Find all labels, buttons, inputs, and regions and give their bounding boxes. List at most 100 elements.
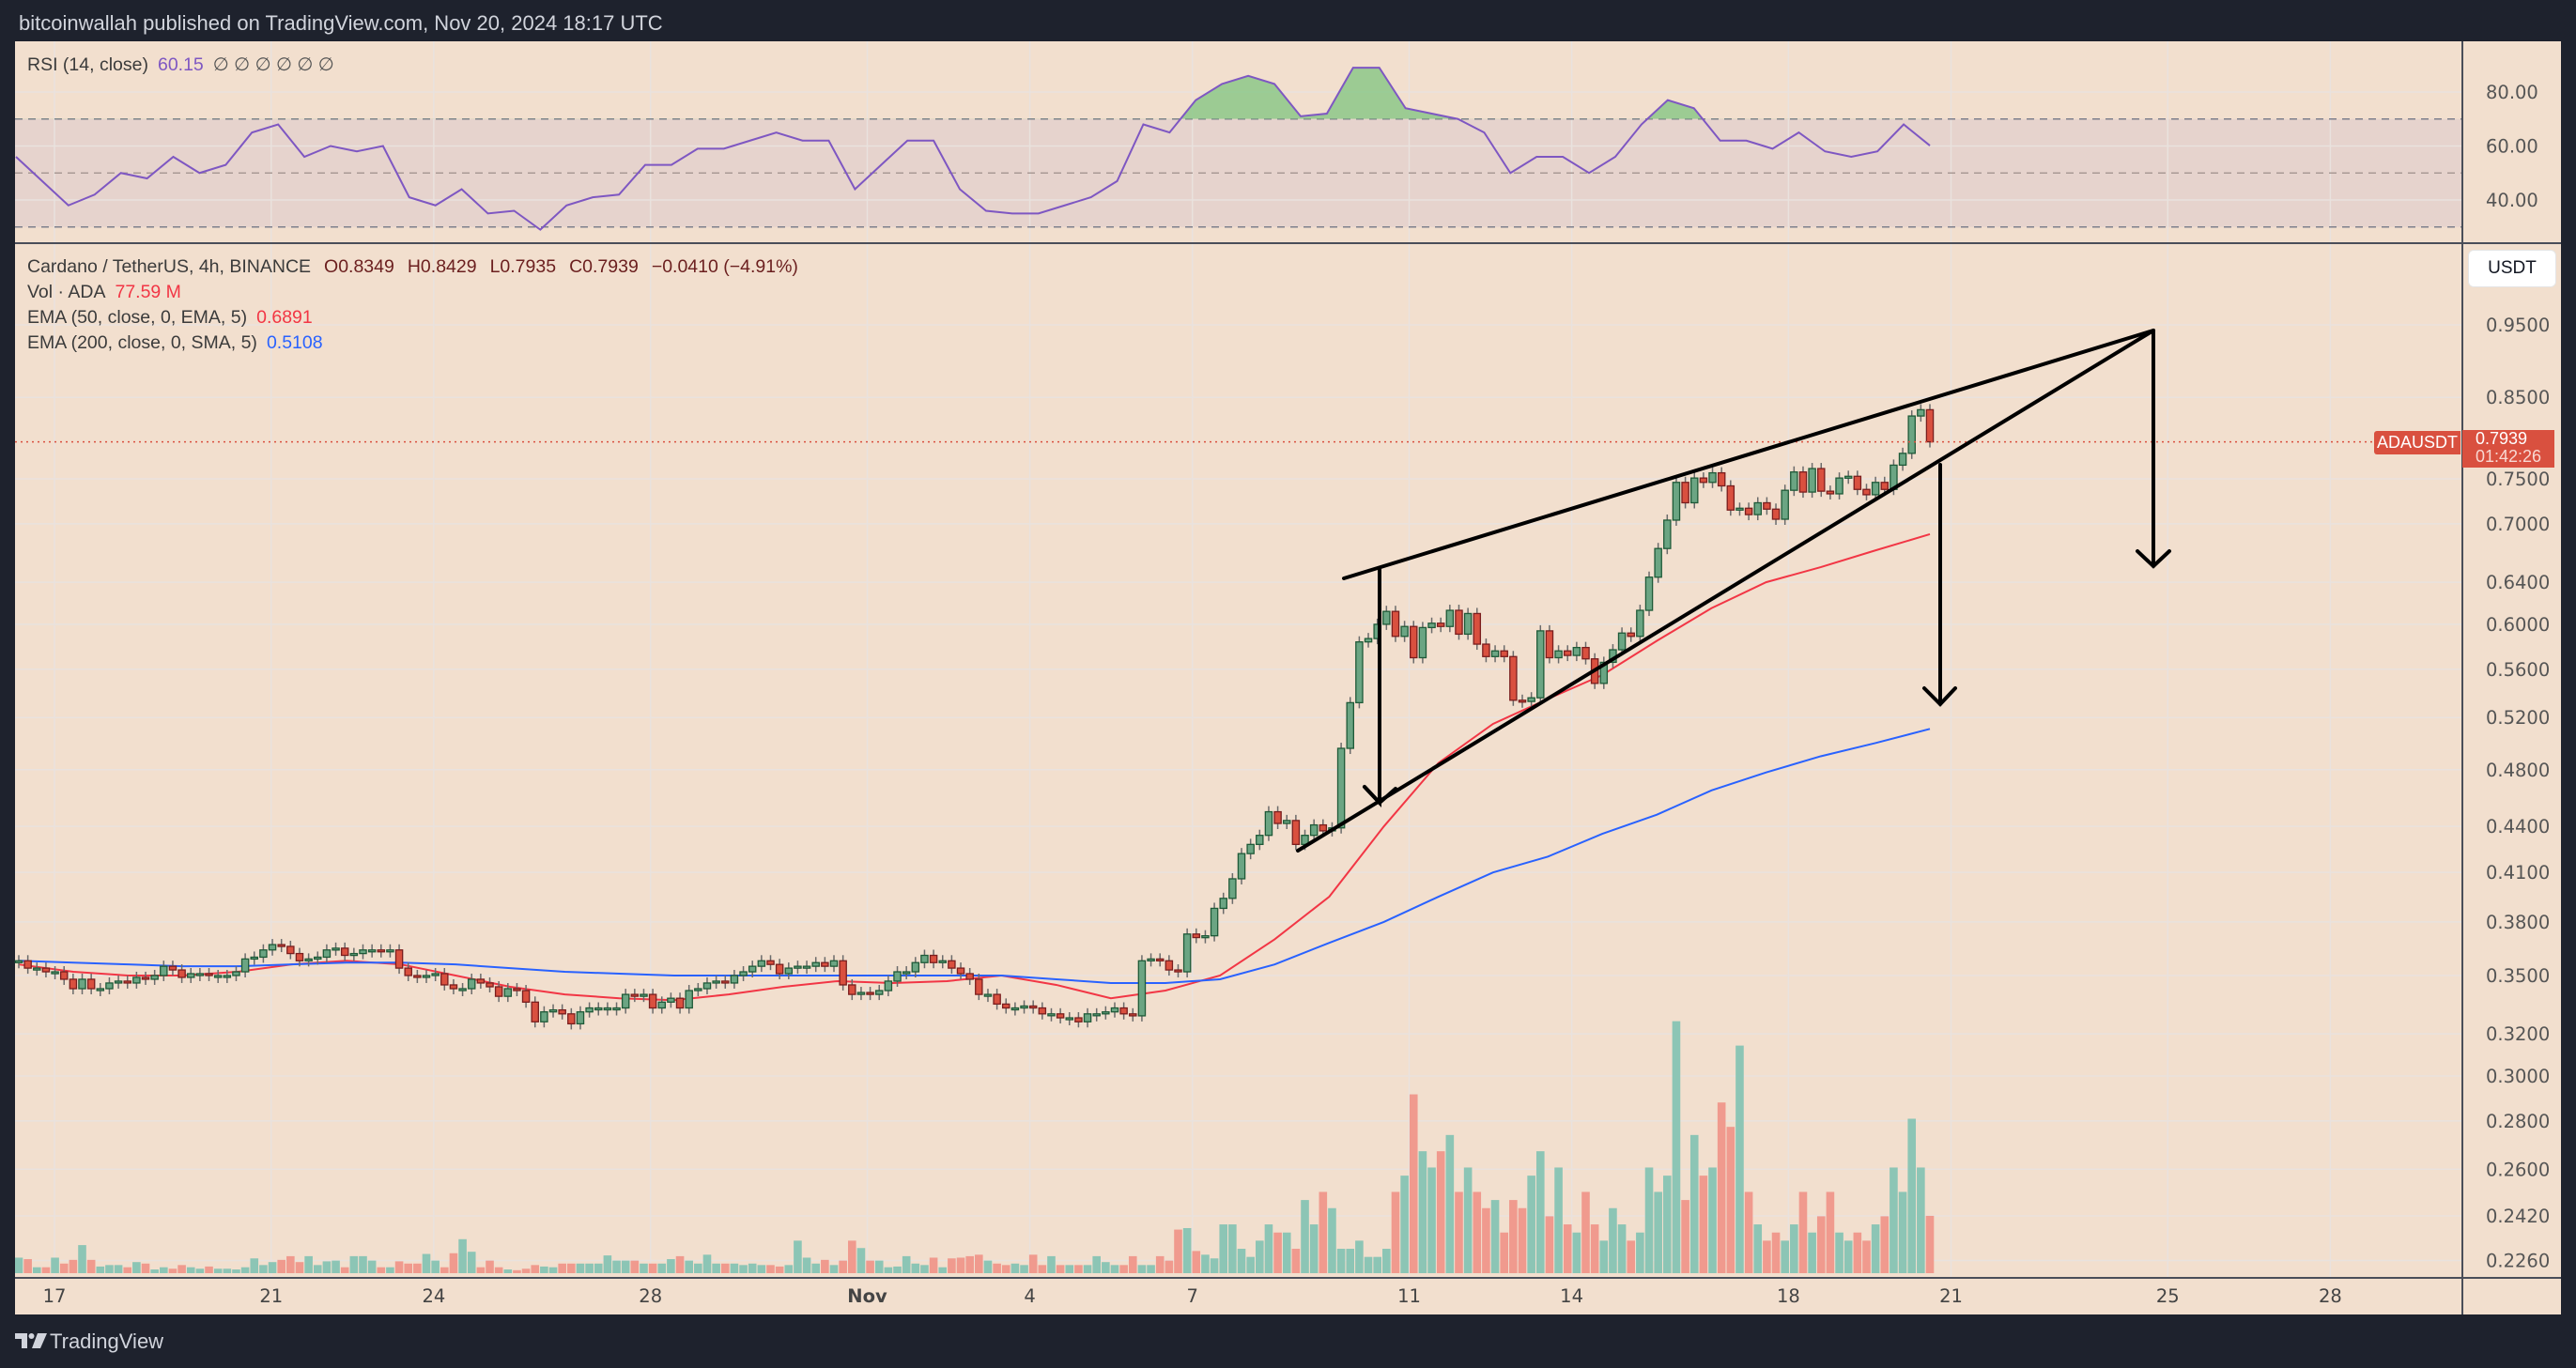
wedge-upper-trendline[interactable] xyxy=(1342,329,2155,580)
volume-bar xyxy=(150,1269,159,1273)
volume-bar xyxy=(1463,1167,1473,1273)
price-tick-label: 0.6400 xyxy=(2486,572,2550,593)
footer-brand[interactable]: TradingView xyxy=(50,1330,164,1353)
candle xyxy=(1038,1002,1047,1020)
volume-bar xyxy=(720,1263,730,1273)
candle-body xyxy=(1771,508,1781,520)
candle xyxy=(1010,1002,1020,1016)
symbol-title[interactable]: Cardano / TetherUS, 4h, BINANCE xyxy=(27,256,312,277)
price-tick-label: 0.9500 xyxy=(2486,315,2550,336)
candle xyxy=(1672,476,1681,526)
volume-bar xyxy=(1391,1191,1400,1273)
candle xyxy=(612,1002,621,1016)
open-value: O0.8349 xyxy=(324,256,394,277)
rsi-tick-label: 60.00 xyxy=(2486,136,2538,158)
volume-bar xyxy=(811,1263,821,1273)
rsi-pane xyxy=(15,67,1931,231)
candle-body xyxy=(1137,960,1147,1017)
candle xyxy=(1137,955,1147,1022)
candle xyxy=(1617,627,1627,656)
volume-bar xyxy=(1119,1265,1128,1273)
candle xyxy=(730,969,739,989)
candle-body xyxy=(1256,835,1264,846)
price-tick-label: 0.4100 xyxy=(2486,862,2550,884)
candle xyxy=(1092,1007,1101,1022)
volume-bar xyxy=(486,1260,494,1273)
candle xyxy=(576,1006,585,1030)
candle-body xyxy=(775,963,784,975)
candle-body xyxy=(404,967,412,976)
candle-body xyxy=(476,978,486,984)
candle xyxy=(920,949,929,969)
candle-body xyxy=(1808,468,1816,493)
candle xyxy=(1898,447,1907,471)
candle xyxy=(359,944,367,960)
candle xyxy=(1708,467,1717,488)
candle xyxy=(1518,694,1527,708)
volume-bar xyxy=(1001,1265,1010,1273)
candle xyxy=(467,973,476,994)
volume-bar xyxy=(603,1255,612,1273)
candle xyxy=(1418,622,1427,664)
volume-bar xyxy=(576,1263,585,1273)
volume-bar xyxy=(948,1258,956,1273)
volume-bar xyxy=(404,1263,413,1273)
price-tick-label: 0.5200 xyxy=(2486,707,2550,729)
candle-body xyxy=(1554,650,1563,659)
volume-bar xyxy=(105,1265,114,1273)
candle xyxy=(431,967,440,981)
ema50-legend[interactable]: EMA (50, close, 0, EMA, 5) 0.6891 xyxy=(27,307,313,329)
price-axis[interactable]: 0.9500 0.8500 0.7500 0.7000 0.6400 0.6000 0.56… xyxy=(2486,82,2550,1272)
chart-panel[interactable] xyxy=(15,41,2561,1314)
candle-body xyxy=(394,949,404,969)
candle-body xyxy=(277,944,285,947)
volume-bar xyxy=(1418,1151,1427,1273)
tradingview-logo-icon[interactable] xyxy=(15,1333,47,1348)
volume-bar xyxy=(1862,1240,1871,1273)
candle-body xyxy=(1572,646,1581,656)
target-arrow-2[interactable] xyxy=(1922,463,1957,707)
candle-body xyxy=(1165,960,1174,971)
volume-bar xyxy=(1663,1176,1672,1273)
candle xyxy=(866,987,874,1001)
candle xyxy=(1744,502,1753,521)
volume-bar xyxy=(132,1262,141,1273)
time-axis[interactable]: 17 21 24 28 Nov 4 7 11 14 18 21 25 28 xyxy=(43,1285,2342,1307)
target-arrow-1[interactable] xyxy=(1363,566,1381,808)
candle xyxy=(96,982,105,996)
target-arrow-3[interactable] xyxy=(2136,329,2171,569)
candle xyxy=(250,951,259,965)
volume-bar xyxy=(15,1257,23,1273)
time-tick-label: 24 xyxy=(422,1285,445,1307)
currency-button[interactable]: USDT xyxy=(2468,250,2556,287)
volume-bar xyxy=(1155,1255,1165,1273)
candle xyxy=(848,978,856,1001)
candle-body xyxy=(1336,747,1346,829)
candle-body xyxy=(1826,490,1835,495)
volume-bar xyxy=(1880,1216,1890,1273)
candle xyxy=(1400,621,1409,642)
volume-bar xyxy=(784,1265,794,1273)
volume-bar xyxy=(1917,1167,1925,1273)
wedge-lower-trendline[interactable] xyxy=(1296,329,2155,853)
candle-body xyxy=(694,988,702,991)
volume-legend[interactable]: Vol · ADA 77.59 M xyxy=(27,282,181,303)
candle-body xyxy=(630,993,640,997)
wedge-drawing[interactable] xyxy=(1296,329,2171,853)
ema200-legend[interactable]: EMA (200, close, 0, SMA, 5) 0.5108 xyxy=(27,332,323,354)
candle-body xyxy=(386,949,394,953)
price-tick-label: 0.2260 xyxy=(2486,1251,2550,1272)
time-tick-label: 28 xyxy=(2319,1285,2342,1307)
volume-bar xyxy=(630,1260,640,1273)
candle-body xyxy=(1155,958,1165,962)
candle xyxy=(259,944,268,963)
candle xyxy=(114,975,123,989)
candle-body xyxy=(250,956,259,961)
volume-bar xyxy=(1336,1249,1346,1273)
volume-bar xyxy=(51,1257,59,1273)
volume-bar xyxy=(702,1254,712,1273)
volume-bar xyxy=(1599,1240,1609,1273)
target-arrow-1-head[interactable] xyxy=(1363,566,1397,806)
candle-body xyxy=(1309,823,1319,837)
